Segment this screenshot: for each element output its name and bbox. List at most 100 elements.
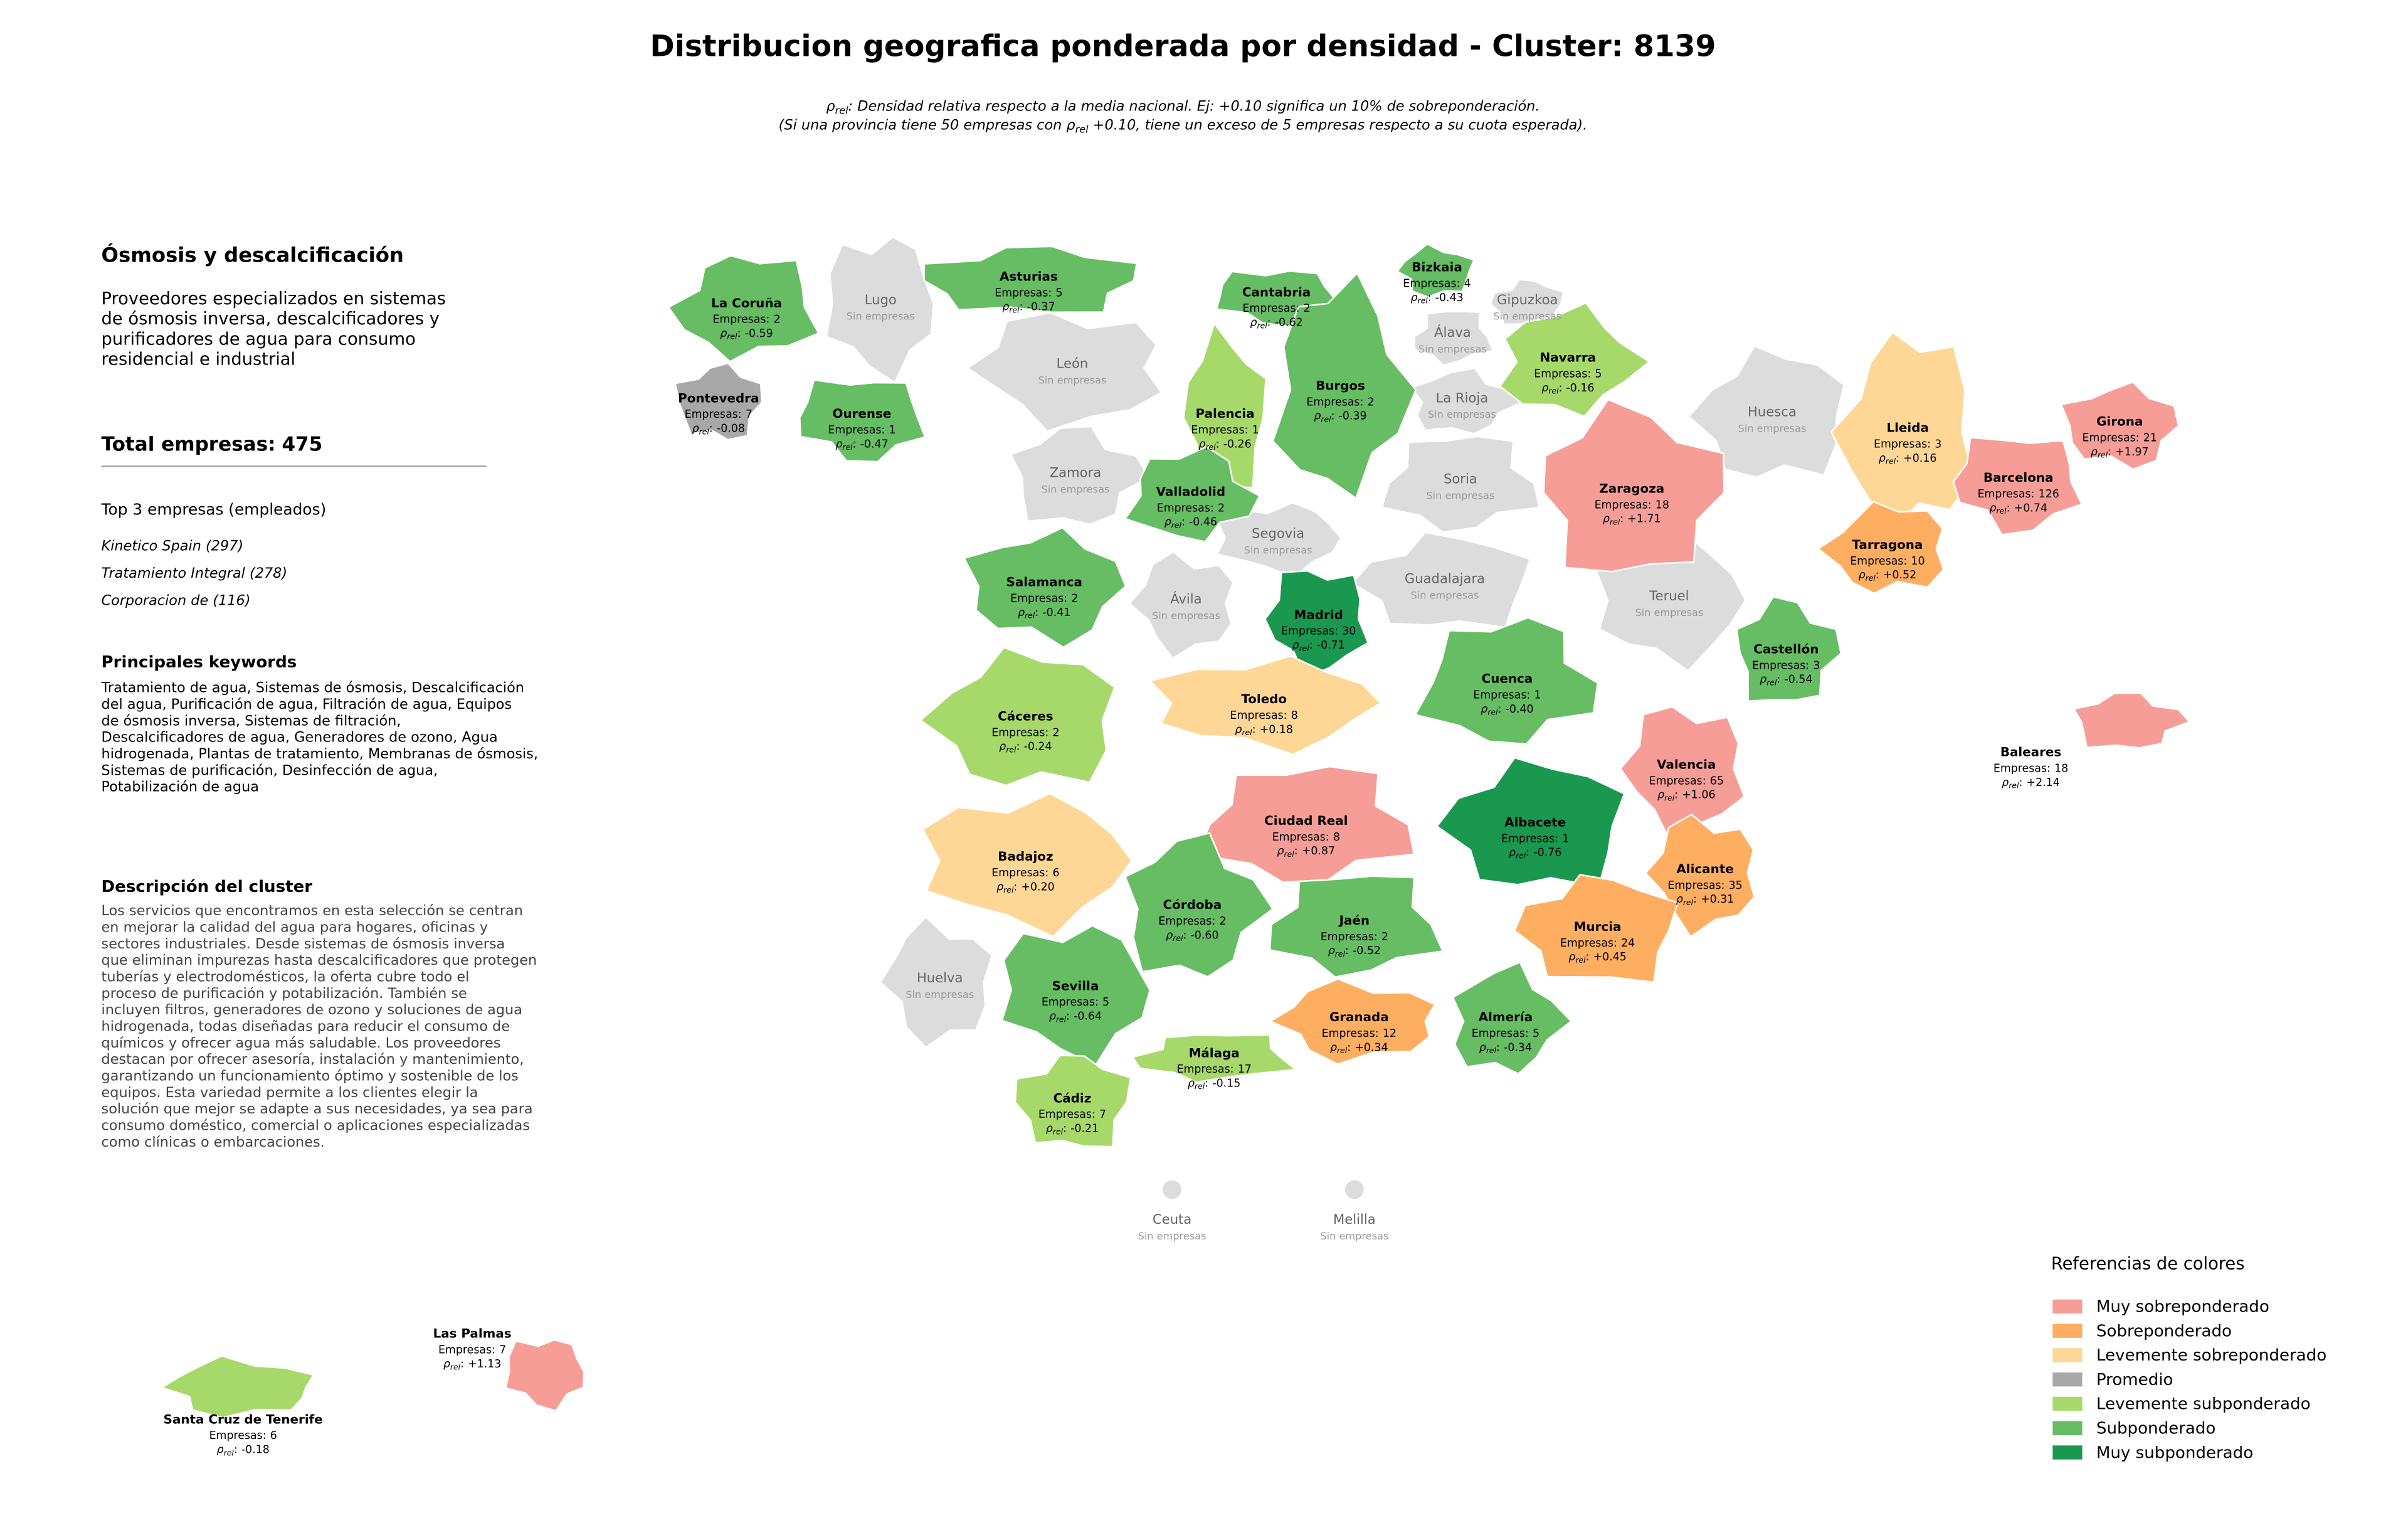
rho-symbol: ρ (1018, 607, 1025, 619)
rho-colon: : (1331, 410, 1335, 423)
rho-value: -0.15 (1212, 1077, 1240, 1090)
province-rho: ρrel: -0.76 (1509, 847, 1561, 861)
rho-value: -0.21 (1070, 1123, 1099, 1135)
rho-colon: : (2108, 446, 2111, 459)
province-shape (1272, 272, 1417, 500)
subtitle: (Si una provincia tiene 50 empresas con … (779, 117, 1588, 135)
description-line: Los servicios que encontramos en esta se… (102, 903, 523, 919)
rho-colon: : (1267, 317, 1271, 329)
province-companies: Empresas: 12 (1322, 1027, 1397, 1040)
keyword-line: del agua, Purificación de agua, Filtraci… (102, 696, 512, 713)
rho-sub: rel (1683, 898, 1694, 907)
province-shape (667, 255, 820, 363)
rho-symbol: ρ (1509, 847, 1516, 859)
rho-value: +0.45 (1593, 951, 1627, 963)
province-rho: ρrel: -0.71 (1292, 639, 1345, 653)
province-name: Gipuzkoa (1497, 292, 1558, 307)
province-name: Melilla (1333, 1211, 1376, 1227)
rho-sub: rel (224, 1448, 235, 1457)
province-rho: ρrel: +0.87 (1277, 845, 1336, 859)
rho-value: +0.20 (1021, 881, 1054, 893)
province-rho: ρrel: -0.46 (1164, 516, 1217, 530)
description-line: como clínicas o embarcaciones. (102, 1134, 325, 1150)
province-shape (879, 916, 993, 1049)
province-companies: Empresas: 1 (1473, 689, 1541, 702)
province-companies: Empresas: 5 (1534, 368, 1602, 381)
province-name: Bizkaia (1412, 260, 1462, 275)
rho-sub: rel (1766, 677, 1777, 687)
rho-symbol: ρ (1859, 569, 1866, 581)
companies-value: 126 (2039, 488, 2059, 501)
info-panel: Ósmosis y descalcificación Total empresa… (101, 243, 538, 1150)
province-shape (1619, 706, 1745, 842)
rho-symbol: ρ (1250, 317, 1257, 329)
no-companies: Sin empresas (1428, 408, 1496, 420)
rho-colon: : (1013, 881, 1017, 893)
province-name: Málaga (1189, 1046, 1240, 1060)
rho-colon: : (1035, 607, 1038, 619)
rho-colon: : (1019, 301, 1023, 314)
rho-value: +2.14 (2027, 777, 2060, 789)
province-name: Álava (1434, 324, 1471, 340)
rho-colon: : (460, 1358, 464, 1371)
province-shape (963, 526, 1127, 649)
companies-value: 8 (1291, 709, 1298, 722)
province-shape (674, 362, 763, 441)
rho-value: -0.64 (1074, 1011, 1102, 1023)
province-labels: Huesca Sin empresas Teruel Sin empresas León… (164, 260, 2157, 1458)
companies-value: 8 (1333, 831, 1340, 844)
province-companies: Empresas: 1 (1501, 832, 1569, 845)
rho-sub: rel (450, 1362, 461, 1372)
province-name: Castellón (1753, 642, 1819, 657)
province-rho: ρrel: +2.14 (2002, 777, 2060, 790)
no-companies: Sin empresas (906, 989, 974, 1000)
legend: Referencias de colores Muy sobreponderad… (2051, 1254, 2326, 1462)
companies-value: 7 (746, 408, 752, 421)
description-line: incluyen filtros, generadores de ozono y… (102, 1002, 522, 1018)
province-rho: ρrel: +0.16 (1879, 452, 1937, 466)
province-shape (1148, 655, 1382, 756)
rho-sub: rel (1195, 1081, 1205, 1091)
legend-swatch (2052, 1372, 2083, 1387)
province-rho: ρrel: -0.34 (1479, 1041, 1532, 1055)
province-companies: Empresas: 30 (1281, 625, 1356, 638)
no-companies: Sin empresas (1244, 544, 1312, 556)
province-companies: Empresas: 18 (1993, 762, 2068, 775)
province-shape (1344, 1180, 1364, 1199)
companies-label: Empresas: (1042, 996, 1099, 1009)
province-rho: ρrel: -0.40 (1481, 703, 1533, 717)
province-companies: Empresas: 21 (2083, 432, 2157, 445)
province-rho: ρrel: -0.18 (217, 1444, 270, 1458)
province-companies: Empresas: 65 (1649, 775, 1724, 787)
province-rho: ρrel: -0.41 (1018, 607, 1070, 620)
province-shape (799, 379, 926, 463)
province-rho: ρrel: +0.52 (1859, 569, 1917, 583)
province-companies: Empresas: 35 (1667, 879, 1742, 892)
rho-value: +0.16 (1903, 452, 1936, 465)
province-companies: Empresas: 1 (828, 424, 895, 437)
province-name: Cuenca (1482, 672, 1533, 686)
province-name: Valladolid (1156, 485, 1225, 499)
summary-line: purificadores de agua para consumo (102, 329, 416, 349)
province-shape (1131, 1034, 1298, 1083)
legend-title: Referencias de colores (2051, 1254, 2245, 1273)
rho-value: -0.34 (1504, 1041, 1532, 1054)
companies-label: Empresas: (1874, 438, 1931, 450)
companies-value: 21 (2143, 432, 2157, 445)
province-name: Lugo (865, 292, 897, 307)
rho-colon: : (1205, 1077, 1208, 1090)
rho-value: -0.60 (1191, 929, 1219, 942)
legend-label: Levemente subponderado (2096, 1395, 2311, 1414)
legend-label: Levemente sobreponderado (2096, 1346, 2326, 1365)
summary-line: de ósmosis inversa, descalcificadores y (102, 309, 440, 329)
province-shape (1396, 243, 1476, 298)
rho-symbol: ρ (999, 741, 1006, 753)
province-shape (1595, 533, 1747, 672)
description-line: que eliminan impurezas hasta descalcific… (102, 952, 537, 968)
rho-symbol: ρ (1330, 1041, 1337, 1054)
no-companies: Sin empresas (1041, 484, 1109, 496)
rho-sub: rel (1299, 644, 1310, 653)
rho-sub: rel (1610, 517, 1620, 526)
rho-value: -0.08 (717, 423, 745, 435)
rho-value: +0.52 (1883, 569, 1916, 581)
